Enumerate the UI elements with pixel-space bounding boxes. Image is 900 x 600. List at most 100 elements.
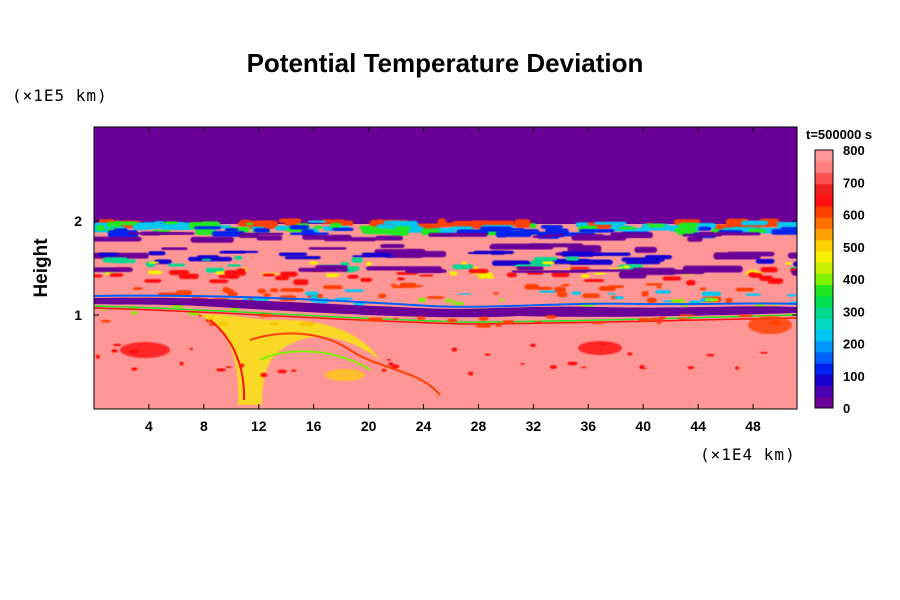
texture-streak: [240, 363, 245, 368]
texture-streak: [95, 354, 101, 359]
texture-streak: [225, 366, 232, 368]
texture-streak: [475, 323, 492, 328]
texture-streak: [256, 235, 283, 241]
texture-streak: [258, 313, 273, 318]
texture-streak: [590, 322, 605, 325]
colorbar-swatch: [815, 217, 833, 230]
texture-streak: [407, 268, 443, 273]
texture-streak: [613, 296, 625, 300]
texture-streak: [776, 224, 797, 228]
texture-streak: [257, 288, 267, 294]
texture-streak: [687, 236, 703, 242]
texture-streak: [227, 264, 242, 267]
texture-streak: [715, 232, 761, 236]
texture-streak: [599, 343, 607, 346]
texture-streak: [360, 277, 372, 282]
texture-streak: [365, 261, 372, 267]
texture-streak: [301, 229, 314, 235]
texture-streak: [545, 314, 557, 319]
texture-streak: [109, 273, 124, 277]
texture-streak: [293, 279, 309, 286]
texture-streak: [351, 255, 395, 258]
x-tick-label: 36: [581, 418, 597, 434]
texture-streak: [115, 221, 138, 226]
texture-streak: [262, 273, 276, 277]
texture-streak: [529, 222, 537, 229]
texture-streak: [647, 223, 665, 228]
texture-streak: [514, 219, 531, 228]
colorbar-swatch: [815, 262, 833, 274]
colorbar-swatch: [815, 194, 833, 207]
texture-streak: [581, 366, 587, 369]
colorbar-tick-label: 800: [843, 143, 865, 158]
texture-contour: [209, 319, 246, 401]
colorbar-swatch: [815, 340, 833, 353]
colorbar-swatch: [815, 150, 833, 162]
texture-streak: [529, 343, 537, 347]
texture-streak: [699, 287, 707, 291]
texture-streak: [706, 353, 715, 357]
texture-streak: [160, 247, 188, 251]
texture-blob: [325, 369, 365, 381]
texture-streak: [800, 358, 807, 362]
colorbar-swatch: [815, 273, 833, 286]
texture-streak: [236, 268, 246, 272]
texture-streak: [741, 221, 768, 226]
plot-frame: [93, 126, 798, 410]
texture-streak: [278, 218, 302, 224]
texture-streak: [378, 293, 387, 298]
texture-streak: [100, 319, 111, 323]
texture-streak: [94, 236, 142, 242]
texture-streak: [403, 248, 426, 255]
texture-streak: [149, 232, 195, 235]
colorbar-swatch: [815, 374, 833, 387]
y-unit-label: (×1E5 km): [12, 86, 108, 105]
texture-streak: [735, 287, 755, 292]
texture-streak: [542, 261, 555, 265]
texture-streak: [759, 275, 774, 281]
y-axis-label: Height: [31, 238, 52, 298]
texture-streak: [529, 260, 543, 265]
texture-streak: [686, 279, 696, 286]
x-tick-label: 8: [200, 418, 208, 434]
texture-streak: [631, 267, 676, 275]
texture-streak: [567, 245, 602, 253]
texture-streak: [565, 256, 579, 261]
x-tick-label: 40: [635, 418, 651, 434]
texture-streak: [755, 258, 775, 264]
colorbar-tick-label: 500: [843, 240, 865, 255]
texture-streak: [129, 349, 139, 353]
texture-streak: [641, 291, 649, 297]
texture-streak: [623, 265, 631, 269]
texture-streak: [394, 226, 411, 231]
texture-streak: [534, 256, 558, 261]
texture-streak: [368, 317, 383, 322]
texture-streak: [289, 225, 309, 230]
y-tick-label: 2: [74, 213, 82, 229]
texture-streak: [211, 231, 246, 237]
texture-streak: [725, 297, 733, 304]
texture-streak: [679, 314, 695, 317]
texture-streak: [499, 298, 505, 301]
texture-streak: [416, 316, 426, 320]
texture-streak: [569, 266, 590, 270]
x-tick-label: 16: [306, 418, 322, 434]
texture-streak: [682, 233, 722, 237]
x-unit-label: (×1E4 km): [700, 445, 796, 464]
texture-streak: [375, 235, 404, 241]
x-tick-label: 44: [690, 418, 706, 434]
texture-streak: [638, 318, 651, 323]
texture-streak: [677, 318, 690, 320]
x-tick-label: 4: [145, 418, 153, 434]
texture-streak: [388, 362, 394, 367]
texture-streak: [274, 275, 290, 281]
texture-streak: [760, 266, 778, 273]
texture-streak: [478, 274, 495, 279]
texture-streak: [230, 307, 240, 311]
texture-streak: [376, 224, 394, 230]
colorbar-swatch: [815, 284, 833, 297]
texture-streak: [294, 288, 304, 293]
texture-streak: [468, 268, 489, 274]
y-tick-label: 1: [74, 307, 82, 323]
texture-streak: [519, 362, 525, 365]
